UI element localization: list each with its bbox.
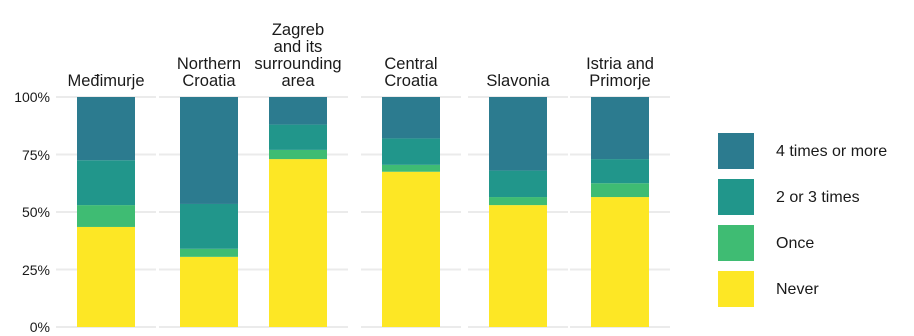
legend-swatch (718, 133, 754, 169)
facet-label-text: Istria and Primorje (586, 55, 654, 90)
bar-segment-2-or-3-times (77, 160, 135, 206)
bar-segment-4-times-or-more (180, 97, 238, 204)
bar-segment-never (269, 159, 327, 327)
legend-label: 4 times or more (776, 143, 888, 160)
facet-label-text: Međimurje (67, 72, 145, 90)
facet-label-text: Central Croatia (384, 55, 438, 90)
y-tick-label: 75% (21, 146, 50, 163)
legend-item: 2 or 3 times (718, 179, 914, 215)
legend-item: 4 times or more (718, 133, 914, 169)
facet-label: Central Croatia (351, 0, 471, 90)
facet-label: Northern Croatia (149, 0, 269, 90)
bar-segment-4-times-or-more (489, 97, 547, 171)
bar-segment-4-times-or-more (269, 97, 327, 125)
legend-swatch (718, 271, 754, 307)
bar-segment-4-times-or-more (591, 97, 649, 160)
bar-segment-2-or-3-times (180, 203, 238, 249)
legend-swatch (718, 225, 754, 261)
bar-segment-once (77, 205, 135, 227)
legend-label: 2 or 3 times (776, 189, 860, 206)
bar-segment-once (180, 248, 238, 257)
y-tick-label: 0% (29, 319, 50, 335)
bar-segment-4-times-or-more (77, 97, 135, 161)
bar-segment-2-or-3-times (382, 138, 440, 165)
facet-label: Zagreb and its surrounding area (238, 0, 358, 90)
legend-item: Never (718, 271, 914, 307)
bar-segment-never (489, 205, 547, 327)
facet-label: Međimurje (46, 0, 166, 90)
bar-segment-never (591, 197, 649, 327)
bar-segment-once (591, 183, 649, 198)
facet-label-text: Zagreb and its surrounding area (254, 21, 342, 90)
y-tick-label: 50% (21, 204, 50, 220)
facet-label: Istria and Primorje (560, 0, 680, 90)
facet-label-text: Slavonia (486, 72, 550, 90)
bar-segment-2-or-3-times (591, 159, 649, 184)
legend-label: Once (776, 235, 815, 252)
bar-segment-never (382, 171, 440, 327)
legend-label: Never (776, 281, 819, 298)
bar-segment-2-or-3-times (269, 124, 327, 150)
facet-label: Slavonia (458, 0, 578, 90)
legend-swatch (718, 179, 754, 215)
bar-segment-never (77, 226, 135, 327)
bar-segment-once (269, 149, 327, 160)
facet-label-text: Northern Croatia (176, 55, 242, 90)
legend-item: Once (718, 225, 914, 261)
bar-segment-4-times-or-more (382, 97, 440, 139)
bar-segment-once (489, 197, 547, 206)
bar-segment-once (382, 164, 440, 172)
y-tick-label: 100% (14, 89, 50, 105)
bar-segment-never (180, 256, 238, 327)
bar-segment-2-or-3-times (489, 170, 547, 198)
y-tick-label: 25% (21, 261, 50, 278)
